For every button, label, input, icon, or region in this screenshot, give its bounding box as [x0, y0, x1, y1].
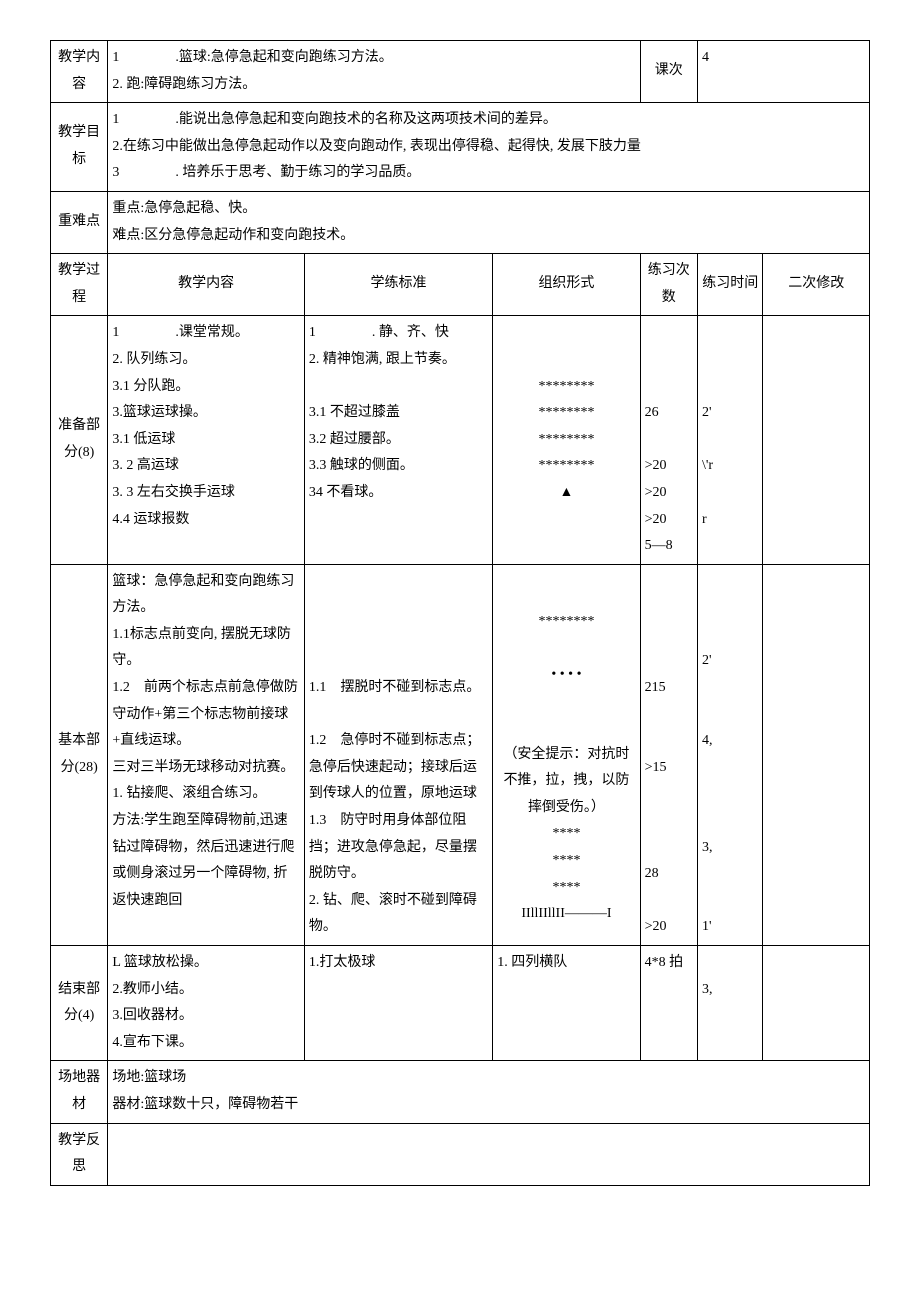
cell-venue: 场地:篮球场器材:篮球数十只，障碍物若干 [108, 1061, 870, 1123]
row-key-points: 重难点 重点:急停急起稳、快。难点:区分急停急起动作和变向跑技术。 [51, 191, 870, 253]
cell-basic-time: 2'4,3,1' [697, 564, 763, 945]
cell-basic-content: 篮球：急停急起和变向跑练习方法。1.1标志点前变向, 摆脱无球防守。1.2 前两… [108, 564, 305, 945]
label-reflect: 教学反思 [51, 1123, 108, 1185]
cell-end-form: 1. 四列横队 [493, 946, 640, 1061]
row-header: 教学过程 教学内容 学练标准 组织形式 练习次数 练习时间 二次修改 [51, 254, 870, 316]
cell-end-revise [763, 946, 870, 1061]
label-lesson-number: 课次 [640, 41, 697, 103]
row-teaching-goal: 教学目标 1 .能说出急停急起和变向跑技术的名称及这两项技术间的差异。2.在练习… [51, 103, 870, 192]
cell-key-points: 重点:急停急起稳、快。难点:区分急停急起动作和变向跑技术。 [108, 191, 870, 253]
label-venue: 场地器材 [51, 1061, 108, 1123]
cell-prep-form: ********************************▲ [493, 316, 640, 564]
cell-teaching-content: 1 .篮球:急停急起和变向跑练习方法。2. 跑:障碍跑练习方法。 [108, 41, 640, 103]
cell-prep-count: 26>20>20>205—8 [640, 316, 697, 564]
hdr-count: 练习次数 [640, 254, 697, 316]
cell-basic-count: 215>1528>20 [640, 564, 697, 945]
cell-prep-revise [763, 316, 870, 564]
lesson-plan-table: 教学内容 1 .篮球:急停急起和变向跑练习方法。2. 跑:障碍跑练习方法。 课次… [50, 40, 870, 1186]
label-key-points: 重难点 [51, 191, 108, 253]
hdr-form: 组织形式 [493, 254, 640, 316]
row-teaching-content: 教学内容 1 .篮球:急停急起和变向跑练习方法。2. 跑:障碍跑练习方法。 课次… [51, 41, 870, 103]
label-end: 结束部分(4) [51, 946, 108, 1061]
label-teaching-content: 教学内容 [51, 41, 108, 103]
cell-basic-standard: 1.1 摆脱时不碰到标志点。1.2 急停时不碰到标志点；急停后快速起动；接球后运… [304, 564, 492, 945]
hdr-revise: 二次修改 [763, 254, 870, 316]
row-reflect: 教学反思 [51, 1123, 870, 1185]
label-basic: 基本部分(28) [51, 564, 108, 945]
cell-end-content: L 篮球放松操。2.教师小结。3.回收器材。4.宣布下课。 [108, 946, 305, 1061]
hdr-content: 教学内容 [108, 254, 305, 316]
cell-prep-time: 2'\'rr [697, 316, 763, 564]
hdr-process: 教学过程 [51, 254, 108, 316]
cell-basic-form: ********• • • •（安全提示：对抗时不推，拉，拽，以防摔倒受伤。）*… [493, 564, 640, 945]
hdr-standard: 学练标准 [304, 254, 492, 316]
row-prep: 准备部分(8) 1 .课堂常规。2. 队列练习。3.1 分队跑。3.篮球运球操。… [51, 316, 870, 564]
hdr-time: 练习时间 [697, 254, 763, 316]
cell-end-standard: 1.打太极球 [304, 946, 492, 1061]
cell-prep-standard: 1 . 静、齐、快2. 精神饱满, 跟上节奏。3.1 不超过膝盖3.2 超过腰部… [304, 316, 492, 564]
cell-teaching-goal: 1 .能说出急停急起和变向跑技术的名称及这两项技术间的差异。2.在练习中能做出急… [108, 103, 870, 192]
label-prep: 准备部分(8) [51, 316, 108, 564]
cell-lesson-number: 4 [697, 41, 869, 103]
cell-end-count: 4*8 拍 [640, 946, 697, 1061]
label-teaching-goal: 教学目标 [51, 103, 108, 192]
row-basic: 基本部分(28) 篮球：急停急起和变向跑练习方法。1.1标志点前变向, 摆脱无球… [51, 564, 870, 945]
cell-basic-revise [763, 564, 870, 945]
row-end: 结束部分(4) L 篮球放松操。2.教师小结。3.回收器材。4.宣布下课。 1.… [51, 946, 870, 1061]
row-venue: 场地器材 场地:篮球场器材:篮球数十只，障碍物若干 [51, 1061, 870, 1123]
cell-reflect [108, 1123, 870, 1185]
cell-prep-content: 1 .课堂常规。2. 队列练习。3.1 分队跑。3.篮球运球操。3.1 低运球3… [108, 316, 305, 564]
cell-end-time: 3, [697, 946, 763, 1061]
